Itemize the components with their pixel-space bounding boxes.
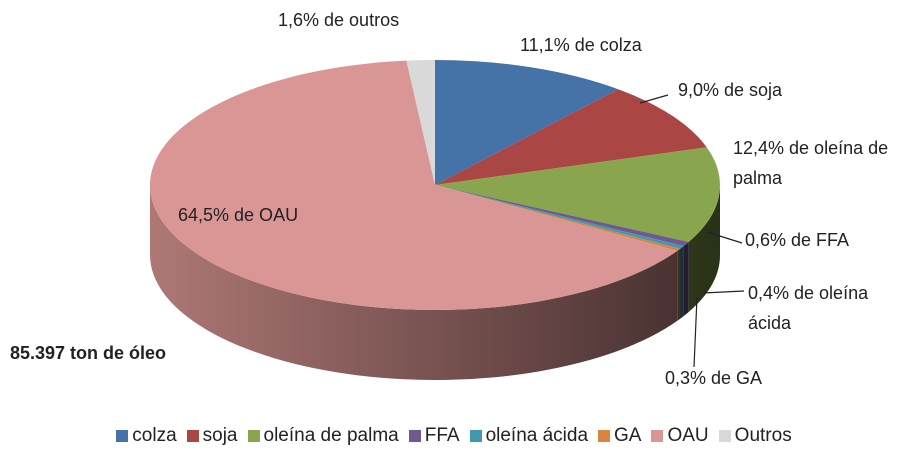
legend-swatch <box>598 430 611 442</box>
legend-swatch <box>186 430 199 442</box>
pie-slice <box>435 147 720 242</box>
data-label: 12,4% de oleína de palma <box>733 138 889 188</box>
legend: colza soja oleína de palma FFA oleína ácida G… <box>0 425 908 447</box>
legend-label: OAU <box>667 425 709 446</box>
data-label: 0,6% de FFA <box>745 230 850 250</box>
pie-slice <box>435 185 689 247</box>
legend-item: soja <box>186 425 238 447</box>
legend-item: oleína ácida <box>469 425 589 447</box>
legend-swatch <box>651 430 664 442</box>
slice-side <box>683 241 689 317</box>
data-label: 0,3% de GA <box>665 368 763 388</box>
legend-swatch <box>718 430 731 442</box>
legend-label: soja <box>202 425 238 446</box>
legend-swatch <box>116 430 129 442</box>
legend-label: oleína de palma <box>263 425 399 446</box>
legend-swatch <box>469 430 482 442</box>
legend-item: GA <box>598 425 641 447</box>
slice-side <box>680 246 684 319</box>
legend-label: colza <box>132 425 177 446</box>
legend-item: Outros <box>718 425 792 447</box>
pie-slice <box>435 60 619 185</box>
data-label: 0,4% de oleína ácida <box>748 283 869 333</box>
pie-slice <box>435 185 681 251</box>
pie-slice <box>435 89 707 185</box>
legend-label: FFA <box>424 425 460 446</box>
data-label: 11,1% de colza <box>520 35 642 55</box>
leader-line <box>702 290 745 294</box>
leader-line <box>693 296 698 368</box>
legend-label: GA <box>614 425 642 446</box>
pie-slice <box>150 60 678 311</box>
pie-slice <box>406 60 435 185</box>
legend-label: oleína ácida <box>485 425 589 446</box>
slice-side <box>149 185 678 381</box>
legend-item: colza <box>116 425 177 447</box>
legend-swatch <box>247 430 260 442</box>
legend-label: Outros <box>734 425 792 446</box>
slice-side <box>688 185 720 312</box>
leader-line <box>639 94 669 104</box>
pie-slice <box>435 185 684 249</box>
data-label: 9,0% de soja <box>678 80 783 100</box>
legend-item: FFA <box>408 425 460 447</box>
data-label: 1,6% de outros <box>278 10 400 30</box>
legend-item: oleína de palma <box>247 425 399 447</box>
legend-item: OAU <box>651 425 709 447</box>
data-label: 64,5% de OAU <box>178 205 299 225</box>
annotation: 85.397 ton de óleo <box>10 343 167 363</box>
slice-side <box>677 248 681 321</box>
legend-swatch <box>408 430 421 442</box>
leader-line <box>706 231 743 244</box>
